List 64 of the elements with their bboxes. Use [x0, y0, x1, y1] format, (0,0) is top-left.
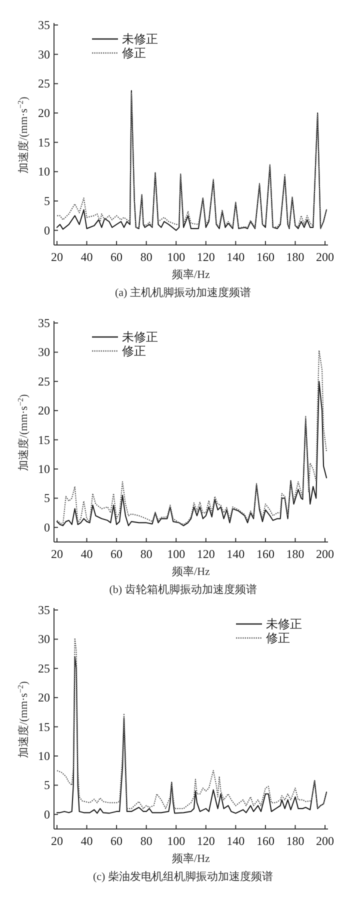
y-tick-label: 0: [44, 223, 50, 238]
x-axis-title: 频率/Hz: [172, 852, 210, 865]
y-tick-label: 25: [38, 76, 50, 91]
y-tick-label: 15: [38, 432, 50, 447]
y-tick-label: 20: [38, 404, 50, 418]
x-tick-label: 40: [80, 547, 93, 561]
x-tick-label: 60: [110, 547, 123, 561]
x-tick-label: 80: [140, 547, 152, 561]
x-tick-label: 100: [167, 250, 186, 264]
y-tick-label: 5: [44, 491, 50, 506]
x-tick-label: 140: [226, 547, 245, 561]
y-tick-label: 15: [38, 135, 50, 150]
y-tick-label: 25: [38, 374, 50, 388]
y-tick-label: 20: [38, 106, 50, 120]
legend-label: 未修正: [122, 330, 158, 344]
line-series: [56, 380, 328, 526]
x-tick-label: 160: [256, 834, 274, 848]
x-tick-label: 40: [80, 834, 93, 848]
y-tick-label: 10: [38, 164, 50, 179]
x-tick-label: 160: [256, 250, 274, 264]
y-tick-label: 10: [38, 749, 50, 763]
y-tick-label: 10: [38, 462, 50, 476]
x-axis-title: 频率/Hz: [172, 268, 210, 281]
y-tick-label: 0: [44, 520, 50, 534]
x-tick-label: 40: [80, 250, 93, 264]
x-tick-label: 180: [286, 250, 304, 264]
x-tick-label: 80: [140, 250, 152, 264]
x-tick-label: 100: [167, 547, 186, 561]
legend-label: 未修正: [266, 617, 302, 631]
y-tick-label: 20: [38, 690, 50, 705]
x-tick-label: 200: [316, 250, 334, 264]
x-tick-label: 60: [110, 250, 123, 264]
x-tick-label: 200: [316, 547, 334, 561]
y-tick-label: 30: [38, 47, 50, 62]
text: (a) 主机机脚振动加速度频谱: [115, 286, 251, 299]
x-tick-label: 160: [256, 547, 274, 561]
y-tick-label: 35: [38, 316, 50, 330]
x-tick-label: 120: [196, 547, 215, 561]
legend-label: 未修正: [122, 32, 158, 46]
legend-label: 修正: [122, 344, 146, 358]
x-tick-label: 140: [226, 834, 245, 848]
legend-label: 修正: [122, 46, 146, 60]
y-tick-label: 5: [44, 778, 50, 792]
y-tick-label: 5: [44, 194, 50, 208]
x-axis-title: 频率/Hz: [172, 565, 210, 578]
x-tick-label: 140: [226, 250, 245, 264]
y-tick-label: 15: [38, 720, 50, 734]
y-tick-label: 35: [38, 603, 50, 617]
y-tick-label: 0: [44, 807, 50, 822]
x-tick-label: 100: [167, 834, 186, 848]
y-tick-label: 30: [38, 632, 50, 646]
x-tick-label: 180: [286, 834, 304, 848]
x-tick-label: 180: [286, 547, 304, 561]
x-tick-label: 60: [110, 834, 123, 848]
x-tick-label: 200: [316, 834, 334, 848]
y-tick-label: 30: [38, 345, 50, 360]
legend-label: 修正: [266, 631, 290, 645]
x-tick-label: 80: [140, 834, 152, 848]
x-tick-label: 120: [196, 250, 215, 264]
x-tick-label: 120: [196, 834, 215, 848]
text: (b) 齿轮箱机脚振动加速度频谱: [109, 583, 257, 596]
text: (c) 柴油发电机组机脚振动加速度频谱: [93, 870, 273, 883]
y-tick-label: 35: [38, 18, 50, 32]
y-tick-label: 25: [38, 661, 50, 676]
